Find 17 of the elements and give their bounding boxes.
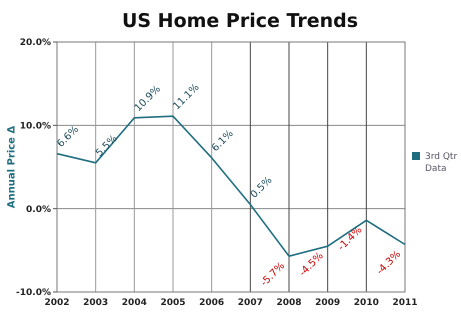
x-tick-label: 2008 (276, 298, 302, 308)
x-tick-label: 2006 (199, 298, 224, 308)
chart-title: US Home Price Trends (122, 10, 358, 32)
x-tick-label: 2009 (315, 298, 340, 308)
x-tick-label: 2002 (44, 298, 70, 308)
x-tick-label: 2005 (160, 298, 186, 308)
x-tick-label: 2003 (83, 298, 108, 308)
y-tick-label: 0.0% (26, 204, 51, 215)
x-tick-label: 2010 (354, 298, 379, 308)
legend-label: 3rd Qtr Data (425, 152, 458, 174)
y-tick-label: 10.0% (20, 121, 51, 132)
y-tick-label: 20.0% (20, 38, 51, 48)
x-tick-label: 2004 (122, 298, 147, 308)
y-tick-label: -10.0% (16, 288, 51, 298)
y-axis-title: Annual Price Δ (6, 126, 18, 208)
x-tick-label: 2007 (238, 298, 263, 308)
x-tick-label: 2011 (392, 298, 418, 308)
